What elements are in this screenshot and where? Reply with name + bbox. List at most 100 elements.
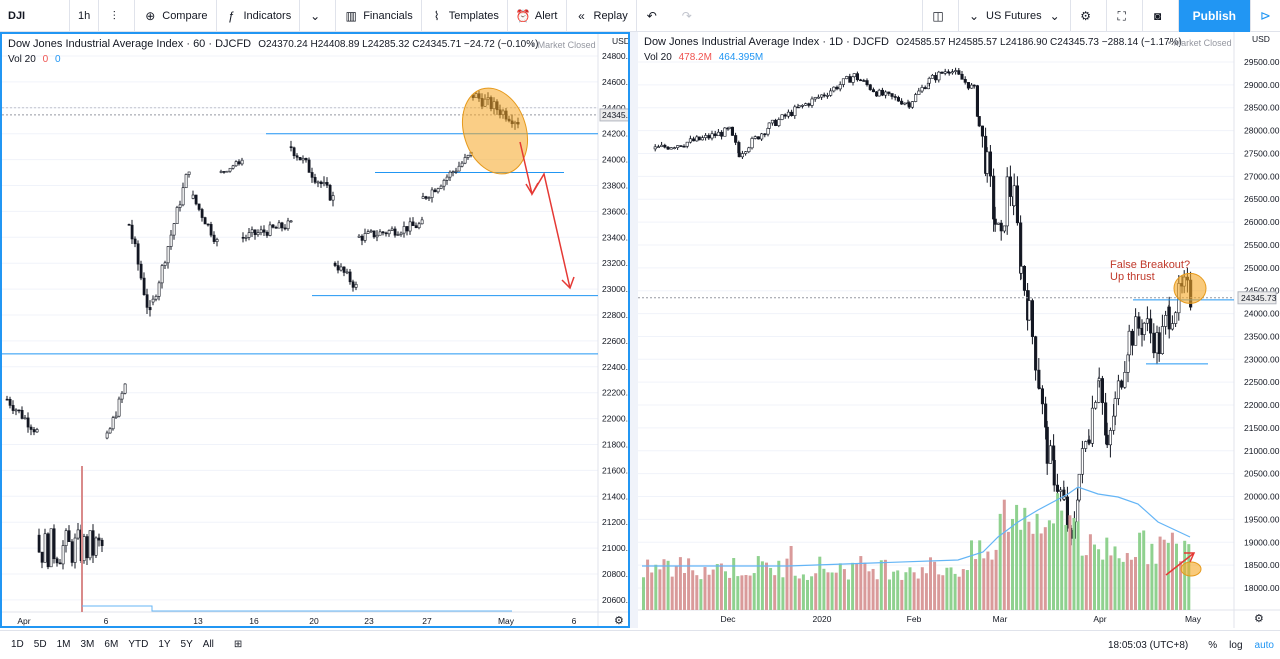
candle-body: [1059, 489, 1063, 492]
volume-bar: [1015, 504, 1019, 610]
range-ytd[interactable]: YTD: [128, 639, 149, 650]
indicators-button[interactable]: ƒ Indicators: [217, 0, 301, 32]
volume-bar: [707, 574, 711, 610]
undo-button[interactable]: ↶: [637, 0, 672, 32]
range-3m[interactable]: 3M: [80, 639, 95, 650]
volume-bar: [810, 576, 814, 610]
candle-body: [289, 220, 293, 223]
candle-body: [206, 223, 210, 226]
range-6m[interactable]: 6M: [104, 639, 119, 650]
alert-button[interactable]: ⏰ Alert: [508, 0, 567, 32]
candle-body: [996, 222, 1001, 225]
symbol-search[interactable]: DJI: [0, 0, 70, 32]
candle-body: [411, 221, 415, 226]
volume-bar: [1125, 553, 1129, 610]
fullscreen-button[interactable]: ⛶: [1107, 0, 1143, 32]
range-1m[interactable]: 1M: [56, 639, 71, 650]
candle-body: [46, 533, 50, 568]
candle-body: [723, 127, 727, 137]
layout-dropdown[interactable]: ⌄: [300, 0, 337, 32]
volume-bar: [1011, 518, 1014, 610]
candle-body: [1040, 388, 1045, 405]
layout-button[interactable]: ◫: [922, 0, 960, 32]
candle-body: [786, 111, 790, 117]
candle-body: [298, 156, 302, 161]
candle-body: [40, 551, 44, 563]
candle-body: [914, 94, 918, 102]
candle-body: [810, 98, 814, 106]
volume-ma-line: [642, 486, 1191, 567]
y-tick-label: 22000.00: [1244, 400, 1280, 410]
settings-button[interactable]: ⚙: [1071, 0, 1107, 32]
candle-body: [228, 167, 232, 172]
candle-body: [1045, 426, 1049, 464]
candle-body: [307, 159, 311, 173]
percent-toggle[interactable]: %: [1208, 639, 1218, 651]
range-all[interactable]: All: [202, 639, 214, 650]
volume-bar: [81, 466, 83, 612]
publish-button[interactable]: Publish: [1178, 0, 1250, 32]
replay-button[interactable]: « Replay: [567, 0, 637, 32]
templates-button[interactable]: ⌇ Templates: [422, 0, 508, 32]
candle-body: [950, 71, 955, 74]
x-tick-label: 23: [364, 616, 374, 626]
range-1y[interactable]: 1Y: [158, 639, 171, 650]
candle-body: [64, 530, 68, 546]
candle-body: [240, 159, 244, 165]
goto-date-icon[interactable]: ⊞: [233, 639, 243, 650]
interval-button[interactable]: 1h: [70, 0, 100, 32]
range-1d[interactable]: 1D: [11, 639, 24, 650]
right-chart-canvas[interactable]: 29500.00 29000.00 28500.00 28000.00 27500.00…: [638, 32, 1280, 628]
volume-bar: [916, 578, 920, 610]
chart-style-button[interactable]: ⫶: [99, 0, 136, 32]
candle-body: [1084, 441, 1088, 449]
candle-body: [1090, 407, 1095, 444]
candle-body: [966, 82, 971, 89]
candle-body: [231, 165, 235, 169]
candle-body: [713, 133, 717, 137]
candle-body: [1065, 496, 1070, 529]
left-chart-canvas[interactable]: 24800.00 24600.00 24400.00 24200.00 24000.00…: [2, 34, 628, 626]
candle-body: [1012, 185, 1016, 206]
candle-body: [813, 97, 817, 100]
right-chart-pane[interactable]: Dow Jones Industrial Average Index · 1D …: [638, 32, 1280, 628]
range-5y[interactable]: 5Y: [180, 639, 193, 650]
candle-body: [322, 182, 326, 185]
snapshot-button[interactable]: ◙: [1143, 0, 1179, 32]
currency-label: USD: [1252, 34, 1270, 44]
candle-body: [105, 432, 109, 439]
candle-body: [390, 228, 394, 231]
candle-body: [1015, 185, 1020, 224]
range-5d[interactable]: 5D: [33, 639, 47, 650]
volume-bar: [998, 513, 1002, 610]
trend-arrow: [519, 141, 571, 289]
candle-body: [975, 85, 980, 117]
candle-body: [750, 138, 754, 149]
arrow-head: [561, 276, 575, 290]
candle-body: [957, 70, 961, 75]
financials-button[interactable]: ▥ Financials: [336, 0, 422, 32]
gear-icon: ⚙: [1080, 9, 1092, 23]
volume-bar: [826, 572, 830, 610]
y-tick-label: 19000.00: [1244, 537, 1280, 547]
clock-label[interactable]: 18:05:03 (UTC+8): [1107, 639, 1189, 651]
exchange-selector[interactable]: ⌄ US Futures ⌄: [959, 0, 1071, 32]
candle-body: [197, 203, 201, 210]
candle-body: [770, 119, 774, 124]
candle-body: [8, 398, 12, 406]
pane-separator[interactable]: [630, 32, 638, 628]
y-tick-label: 21500.00: [1244, 423, 1280, 433]
y-tick-label: 23200.00: [602, 258, 628, 268]
volume-bar: [724, 571, 727, 610]
candle-body: [157, 282, 161, 297]
left-chart-pane[interactable]: Dow Jones Industrial Average Index · 60 …: [0, 32, 630, 628]
play-button[interactable]: ⊳: [1250, 0, 1280, 32]
redo-button[interactable]: ↷: [672, 0, 707, 32]
auto-toggle[interactable]: auto: [1254, 639, 1274, 651]
y-tick-label: 22600.00: [602, 336, 628, 346]
candle-body: [460, 162, 464, 167]
candle-body: [328, 184, 332, 201]
compare-button[interactable]: ⊕ Compare: [135, 0, 217, 32]
log-toggle[interactable]: log: [1229, 639, 1243, 651]
candle-body: [250, 229, 254, 234]
